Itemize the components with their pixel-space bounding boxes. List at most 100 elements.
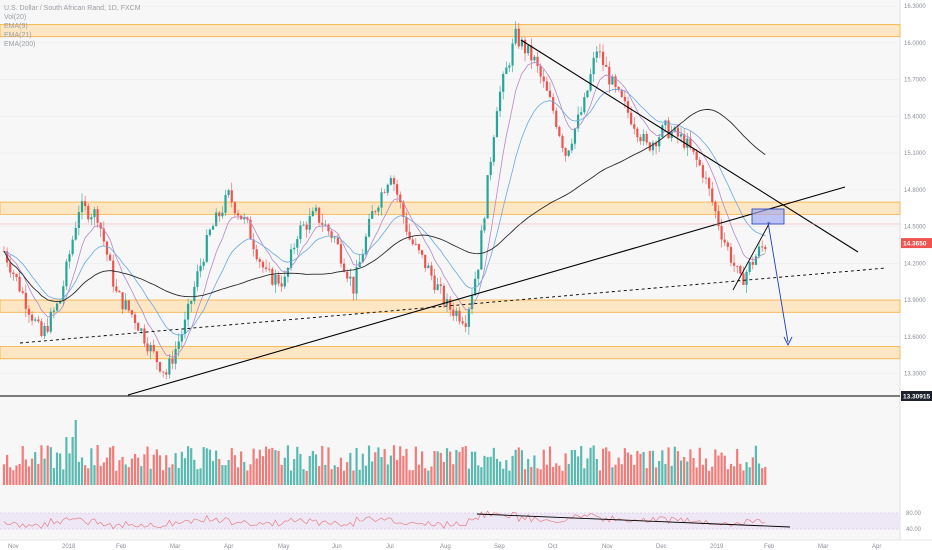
volume-bar-1 [6,454,9,485]
volume-bar-234 [732,466,736,485]
candle-body-44 [140,328,143,331]
volume-bar-143 [449,451,452,485]
candle-body-131 [411,239,414,244]
volume-bar-41 [130,458,134,485]
volume-bar-240 [751,457,754,485]
candle-body-95 [299,225,302,240]
candle-body-87 [274,274,277,285]
volume-bar-235 [736,449,739,485]
volume-bar-10 [34,452,37,485]
candle-body-14 [46,325,49,332]
candle-body-210 [658,137,661,147]
volume-bar-158 [495,458,499,485]
time-tick-label-6: Jun [332,544,342,550]
volume-bar-199 [623,448,626,485]
candle-body-24 [77,212,80,229]
volume-bar-205 [642,452,645,485]
volume-bar-0 [2,464,6,485]
candle-body-217 [679,134,683,137]
candle-body-45 [143,328,146,344]
candle-body-73 [230,190,233,203]
volume-bar-197 [617,457,620,485]
candle-body-123 [386,184,389,193]
candle-body-130 [408,231,411,240]
candle-body-40 [127,300,130,311]
volume-bar-213 [667,447,670,485]
volume-bar-113 [355,447,358,485]
volume-bar-114 [358,469,361,485]
legend-line-vol: Vol(20) [4,14,27,21]
short-rising-line [732,221,771,291]
volume-bar-4 [15,465,18,485]
candle-body-80 [252,239,255,250]
volume-bar-173 [542,449,545,485]
candle-body-230 [720,226,723,240]
volume-bar-62 [196,469,199,485]
volume-bar-47 [149,468,152,485]
volume-bar-157 [492,447,495,485]
volume-bar-209 [654,467,658,485]
volume-bar-122 [383,449,386,485]
candle-body-124 [389,178,392,185]
candle-body-175 [548,90,552,98]
volume-bar-19 [62,469,65,485]
volume-bar-195 [611,467,614,485]
volume-bar-186 [583,468,586,485]
volume-bar-138 [433,450,436,485]
candle-body-183 [573,128,577,144]
volume-bar-216 [676,451,680,485]
candle-body-196 [614,76,617,87]
candle-body-96 [302,224,305,226]
candle-body-115 [361,254,364,263]
volume-bar-69 [218,459,221,485]
volume-bar-211 [661,450,664,485]
candle-body-169 [530,45,533,61]
volume-bar-164 [514,449,517,485]
candle-body-226 [708,178,711,189]
candle-body-143 [449,299,452,310]
candle-body-46 [146,343,149,352]
volume-bar-106 [333,465,336,485]
volume-bar-23 [74,420,77,485]
volume-bar-193 [605,447,608,485]
candle-body-146 [458,310,461,322]
volume-bar-104 [327,447,330,485]
volume-bar-133 [417,464,421,485]
volume-bar-46 [146,446,149,485]
candle-body-229 [717,211,720,227]
volume-bar-178 [558,465,561,485]
volume-bar-169 [530,466,533,485]
volume-bar-121 [380,457,383,485]
volume-bar-96 [302,469,305,485]
price-tick-label-6: 14.5000 [904,225,926,231]
volume-bar-159 [498,461,502,485]
candle-body-15 [49,311,52,332]
candle-body-243 [761,246,764,248]
support-price-label: 13.30915 [903,394,930,401]
rsi-upper-label: 80.00 [906,511,922,517]
volume-bar-228 [714,449,717,485]
candle-body-139 [436,284,439,290]
volume-bar-236 [739,463,742,485]
candle-body-173 [542,76,545,82]
candle-body-168 [527,45,530,54]
candle-body-42 [133,314,137,324]
candle-body-186 [583,97,586,113]
candle-body-100 [314,207,318,212]
candle-body-178 [558,126,561,137]
volume-bar-44 [140,466,143,485]
candle-body-202 [633,124,636,129]
candle-body-110 [346,271,349,279]
volume-bar-120 [377,447,380,485]
volume-bar-71 [224,465,227,485]
candle-body-41 [130,310,134,315]
candle-body-144 [452,309,455,316]
volume-bar-87 [274,450,277,485]
volume-bar-109 [342,470,346,485]
candle-body-21 [68,254,71,262]
volume-bar-17 [55,452,59,485]
candle-body-7 [24,292,27,309]
volume-bar-57 [180,451,183,485]
candle-body-182 [570,143,573,151]
volume-bar-162 [508,470,511,485]
